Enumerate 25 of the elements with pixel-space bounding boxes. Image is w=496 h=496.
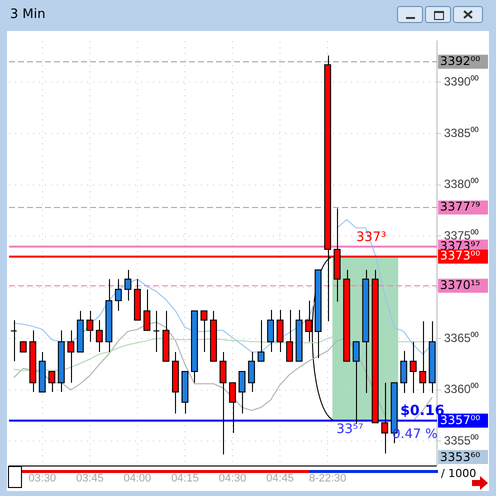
y-tick-label: 3385⁰⁰ <box>444 126 479 140</box>
y-tick-label: 3355⁰⁰ <box>444 434 479 448</box>
y-tick-label: 3360⁰⁰ <box>444 382 479 396</box>
annotation: 337³ <box>356 230 386 245</box>
x-tick-label: 8-22:30 <box>308 472 346 484</box>
text: 3353⁶⁰ <box>438 450 488 464</box>
x-tick-label: 03:30 <box>28 472 56 484</box>
ref-line-label: 3377⁷⁹ <box>440 200 480 214</box>
ref-line-label: 3392⁰⁰ <box>440 54 480 68</box>
annotation: 33⁵⁷ <box>336 422 364 437</box>
y-tick-label: 3390⁰⁰ <box>444 74 479 89</box>
candlestick <box>152 310 160 352</box>
y-tick-label: 3380⁰⁰ <box>444 177 479 192</box>
ref-line-label: 3370¹⁵ <box>440 278 480 292</box>
y-tick-label: 3375⁰⁰ <box>444 228 479 242</box>
ref-line-label: 3373⁰⁰ <box>440 248 480 263</box>
candlestick <box>10 320 18 362</box>
x-tick-label: 03:45 <box>76 472 104 484</box>
y-tick-label: 3365⁰⁰ <box>444 330 479 345</box>
chart-title: 3 Min <box>10 7 46 22</box>
x-tick-label: 04:45 <box>266 472 294 484</box>
x-tick-label: 04:00 <box>124 472 152 484</box>
text: / 1000 <box>441 466 476 480</box>
x-tick-label: 04:15 <box>171 472 199 484</box>
x-tick-label: 04:30 <box>218 472 246 484</box>
